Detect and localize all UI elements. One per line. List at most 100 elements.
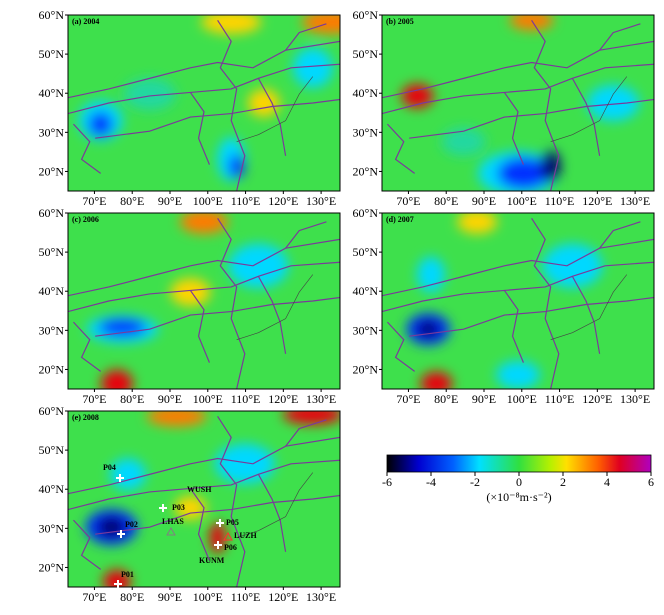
anomaly xyxy=(98,318,147,337)
lat-label: 40°N xyxy=(353,284,379,298)
colorbar-tick-label: -4 xyxy=(426,475,436,489)
boundary xyxy=(73,519,101,570)
map-panel: (e) 2008 60°N 50°N 40°N 30°N 20°N 70°E 80°E 90°E… xyxy=(39,404,341,604)
boundary xyxy=(571,276,601,354)
station-label: P05 xyxy=(226,518,239,527)
boundary xyxy=(189,92,210,165)
lat-label: 20°N xyxy=(39,362,65,376)
lon-label: 80°E xyxy=(434,392,458,406)
lat-label: 30°N xyxy=(39,521,65,535)
lon-label: 130°E xyxy=(306,590,336,604)
lon-label: 120°E xyxy=(582,194,612,208)
boundary xyxy=(599,23,641,51)
anomaly xyxy=(180,213,228,234)
boundary xyxy=(68,436,340,495)
colorbar-unit: (×10⁻⁸m·s⁻²) xyxy=(486,490,551,504)
station-label: P02 xyxy=(125,520,138,529)
anomalies xyxy=(78,15,340,182)
lon-label: 120°E xyxy=(268,590,298,604)
boundary xyxy=(387,321,415,372)
boundary xyxy=(217,415,246,587)
anomaly xyxy=(102,569,131,587)
lat-label: 40°N xyxy=(353,86,379,100)
lon-label: 70°E xyxy=(82,590,106,604)
lat-label: 20°N xyxy=(353,164,379,178)
boundary xyxy=(382,40,654,99)
lat-label: 20°N xyxy=(39,164,65,178)
anomaly xyxy=(292,47,333,88)
boundary xyxy=(95,296,340,337)
boundary xyxy=(382,238,654,297)
boundary xyxy=(95,98,340,139)
lat-label: 30°N xyxy=(353,125,379,139)
map-panel: (d) 2007 60°N 50°N 40°N 30°N 20°N 70°E 80°E 90°E… xyxy=(353,206,655,406)
anomaly xyxy=(416,320,441,339)
station-label: P06 xyxy=(224,543,237,552)
lat-label: 40°N xyxy=(39,86,65,100)
map-field xyxy=(68,411,340,587)
anomaly xyxy=(540,150,561,183)
coastline xyxy=(236,76,314,143)
colorbar-tick-label: -6 xyxy=(382,475,392,489)
colorbar-tick-label: -2 xyxy=(470,475,480,489)
map-panel: (a) 2004 60°N 50°N 40°N 30°N 20°N 70°E 80°E 90°E… xyxy=(39,8,341,208)
boundary xyxy=(217,217,246,389)
colorbar xyxy=(386,454,652,473)
station-marker xyxy=(223,531,233,541)
station-marker xyxy=(114,580,122,588)
anomaly xyxy=(228,243,289,288)
lon-label: 70°E xyxy=(396,194,420,208)
anomaly xyxy=(542,243,603,288)
map-field xyxy=(68,15,340,191)
anomalies xyxy=(85,411,340,587)
lat-label: 60°N xyxy=(353,206,379,220)
lon-label: 100°E xyxy=(193,392,223,406)
lat-label: 50°N xyxy=(39,245,65,259)
anomaly xyxy=(247,89,280,117)
station-marker xyxy=(216,519,224,527)
colorbar-tick-label: 4 xyxy=(604,475,610,489)
lon-label: 70°E xyxy=(82,194,106,208)
anomaly xyxy=(170,278,211,307)
station-marker xyxy=(159,504,167,512)
colorbar-tick-label: 2 xyxy=(560,475,566,489)
lon-label: 80°E xyxy=(120,194,144,208)
colorbar-tick-label: 6 xyxy=(648,475,654,489)
anomaly xyxy=(88,112,113,137)
panel-frame xyxy=(67,410,341,588)
boundary xyxy=(285,23,327,51)
boundary xyxy=(189,488,210,561)
coastline xyxy=(236,472,314,539)
panel-label: (c) 2006 xyxy=(72,215,99,224)
boundary xyxy=(68,459,340,511)
lon-label: 70°E xyxy=(396,392,420,406)
boundary xyxy=(73,123,101,174)
lon-label: 120°E xyxy=(268,194,298,208)
anomaly xyxy=(201,15,262,35)
lon-label: 80°E xyxy=(434,194,458,208)
lon-label: 110°E xyxy=(231,590,261,604)
anomaly xyxy=(587,85,640,121)
lon-label: 90°E xyxy=(158,590,182,604)
boundary xyxy=(257,276,287,354)
anomaly xyxy=(123,78,176,111)
boundary xyxy=(217,19,246,191)
boundary xyxy=(503,290,524,363)
coastline xyxy=(550,76,628,143)
map-panel: (b) 2005 60°N 50°N 40°N 30°N 20°N 70°E 80°E 90°E… xyxy=(353,8,655,208)
lat-label: 30°N xyxy=(353,323,379,337)
station-label: KUNM xyxy=(199,556,225,565)
lon-label: 130°E xyxy=(306,392,336,406)
boundary xyxy=(189,290,210,363)
station-marker xyxy=(214,541,222,549)
boundary xyxy=(503,92,524,165)
lat-label: 50°N xyxy=(39,443,65,457)
boundary xyxy=(382,261,654,313)
lon-label: 100°E xyxy=(193,194,223,208)
lon-label: 100°E xyxy=(507,194,537,208)
anomalies xyxy=(86,213,289,389)
panel-frame xyxy=(381,14,655,192)
lat-label: 50°N xyxy=(39,47,65,61)
lat-label: 60°N xyxy=(39,8,65,22)
